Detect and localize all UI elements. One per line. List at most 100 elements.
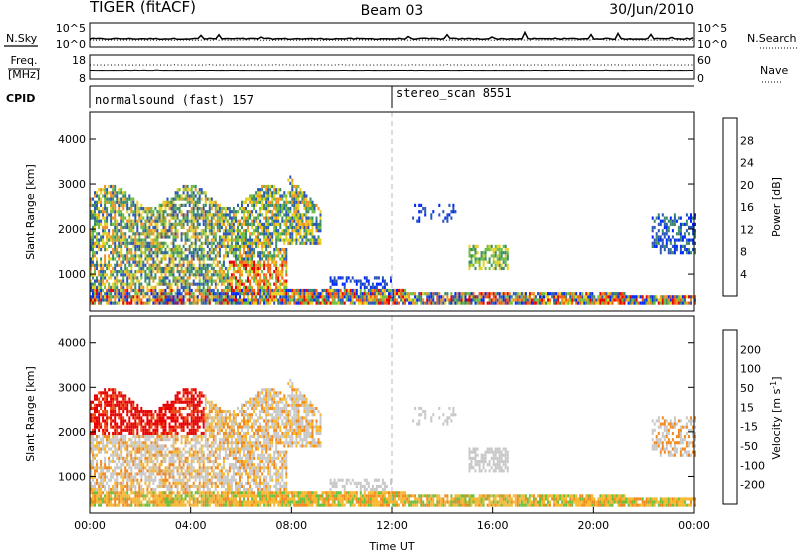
power-cell (198, 254, 201, 258)
power-cell (140, 285, 143, 289)
power-cell (120, 292, 123, 296)
power-cell (178, 222, 181, 226)
power-cell (450, 298, 453, 302)
power-cell (371, 285, 374, 289)
velocity-cell (106, 494, 109, 498)
power-cell (281, 210, 284, 214)
velocity-cell (120, 497, 123, 501)
power-cell (257, 292, 260, 296)
power-cell (289, 219, 292, 223)
freq-label-line2: [MHz] (8, 68, 40, 81)
power-cell (291, 288, 294, 293)
velocity-cell (92, 466, 94, 470)
power-cell (518, 301, 521, 305)
power-cell (609, 301, 612, 305)
power-cell (313, 222, 316, 226)
velocity-cell (124, 438, 127, 442)
velocity-cell (118, 431, 121, 435)
velocity-cell (166, 416, 169, 420)
velocity-cell (108, 435, 111, 439)
velocity-cell (90, 503, 92, 507)
velocity-cell (100, 447, 103, 451)
power-cell (237, 282, 239, 286)
velocity-cell (160, 469, 163, 473)
power-cell (239, 273, 241, 277)
power-cell (615, 295, 618, 299)
power-cell (273, 254, 276, 258)
velocity-cell (112, 469, 115, 473)
power-cell (619, 301, 622, 305)
power-cell (160, 216, 163, 220)
power-cell (176, 232, 179, 236)
power-cell (253, 292, 256, 296)
power-cell (671, 244, 674, 248)
power-cell (593, 298, 596, 302)
power-cell (158, 210, 161, 214)
power-cell (299, 292, 302, 296)
power-cell (365, 292, 368, 296)
power-cell (192, 191, 195, 195)
power-cell (196, 251, 199, 255)
power-cell (134, 219, 137, 223)
power-cell (486, 244, 489, 248)
power-cell (692, 232, 694, 236)
power-cell (120, 248, 123, 252)
power-cell (230, 288, 233, 293)
power-cell (118, 263, 121, 267)
power-cell (263, 207, 266, 211)
power-cell (208, 254, 211, 258)
power-cell (498, 254, 501, 258)
power-cell (166, 266, 169, 271)
power-cell (454, 210, 457, 214)
power-cell (228, 210, 231, 214)
power-cell (450, 295, 453, 299)
power-cell (673, 238, 676, 242)
power-cell (291, 188, 294, 192)
velocity-cell (130, 403, 133, 407)
power-cell (359, 292, 362, 296)
velocity-cell (134, 484, 137, 488)
velocity-cell (116, 488, 119, 492)
velocity-cell (116, 463, 119, 467)
power-cell (307, 288, 310, 293)
power-cell (162, 279, 165, 283)
power-cell (679, 248, 682, 252)
power-cell (200, 232, 203, 236)
power-cell (194, 295, 197, 299)
power-cell (235, 216, 237, 220)
power-cell (581, 298, 584, 302)
power-cell (108, 263, 111, 267)
power-cell (603, 295, 606, 299)
power-cell (230, 292, 233, 296)
power-cell (152, 251, 155, 255)
power-cell (134, 301, 137, 305)
velocity-cell (152, 416, 155, 420)
power-cell (188, 225, 191, 230)
velocity-cell (128, 419, 131, 423)
power-cell (611, 295, 614, 299)
power-cell (239, 232, 241, 236)
power-cell (504, 295, 507, 299)
power-cell (315, 298, 318, 302)
power-cell (156, 270, 159, 274)
power-cell (269, 244, 272, 248)
power-cell (190, 210, 193, 214)
power-cell (255, 244, 258, 248)
power-cell (214, 213, 217, 217)
velocity-cell (160, 435, 163, 439)
power-cell (146, 207, 149, 211)
velocity-cell (138, 450, 141, 454)
power-cell (267, 235, 270, 239)
power-cell (506, 295, 509, 299)
power-cell (432, 298, 435, 302)
velocity-cell (164, 422, 167, 426)
power-cell (132, 232, 135, 236)
velocity-cell (166, 484, 169, 488)
power-cell (124, 191, 127, 195)
velocity-cell (154, 491, 157, 495)
power-cell (184, 235, 187, 239)
power-cell (474, 248, 477, 252)
velocity-cell (164, 481, 167, 485)
power-cell (162, 235, 165, 239)
power-cell (140, 292, 143, 296)
